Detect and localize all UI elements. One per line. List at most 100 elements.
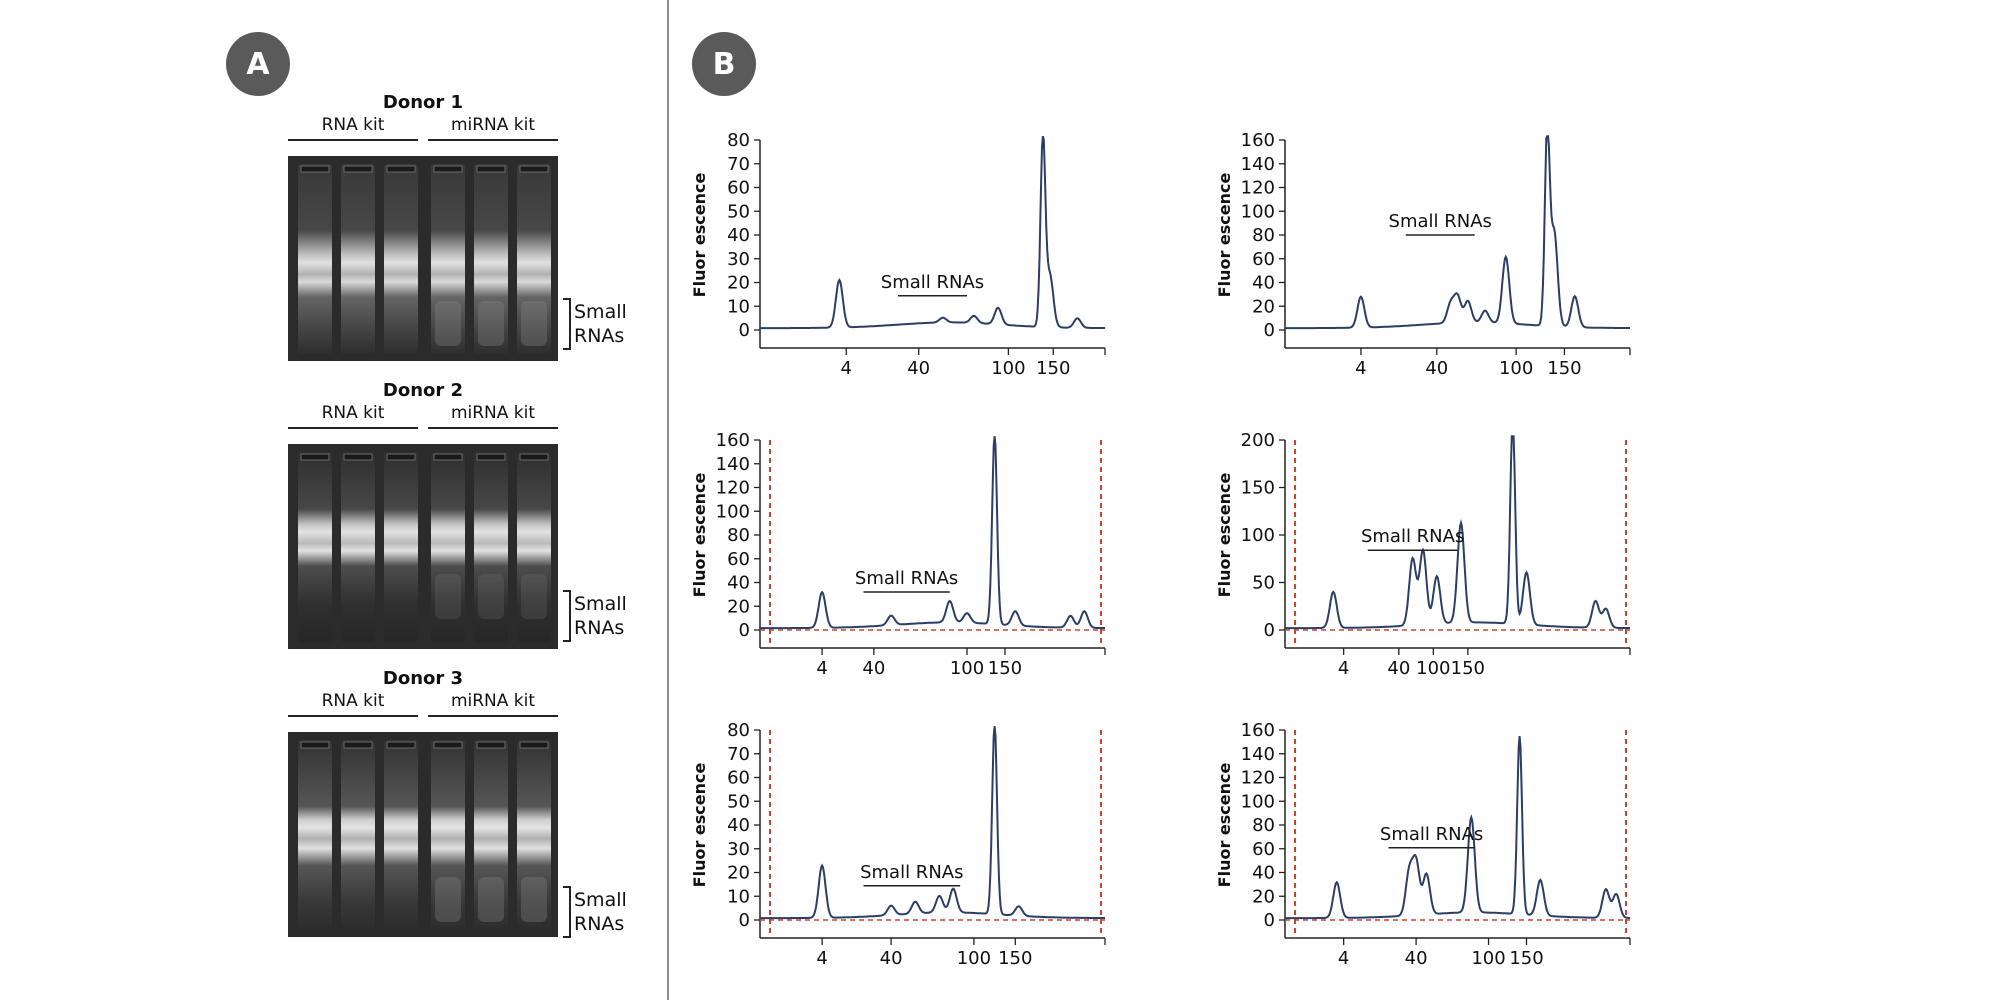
- y-axis-label: Fluor escence: [1215, 473, 1234, 598]
- kit-label-mirna: miRNA kit: [450, 115, 536, 135]
- y-tick-label: 120: [1241, 768, 1275, 789]
- gel-lane: [298, 164, 332, 354]
- gel-well: [300, 165, 330, 173]
- kit-underline: [428, 715, 558, 717]
- gel-lane: [517, 452, 551, 642]
- fluorescence-trace: [1285, 435, 1630, 630]
- x-tick-label: 4: [1338, 948, 1349, 969]
- y-tick-label: 20: [1252, 296, 1275, 317]
- panel-a-badge: A: [226, 32, 290, 96]
- y-tick-label: 20: [727, 863, 750, 884]
- small-rnas-annotation: Small RNAs: [1361, 526, 1464, 547]
- y-tick-label: 80: [727, 525, 750, 546]
- small-rnas-label: Small RNAs: [574, 592, 627, 640]
- gel-well: [300, 741, 330, 749]
- gel-lane: [384, 164, 418, 354]
- small-rnas-annotation: Small RNAs: [855, 568, 958, 589]
- y-tick-label: 100: [1241, 525, 1275, 546]
- gel-lane: [341, 452, 375, 642]
- gel-block-donor-1: Donor 1 RNA kit miRNA kit Small RNAs: [288, 92, 627, 361]
- y-tick-label: 120: [1241, 178, 1275, 199]
- y-tick-label: 0: [739, 320, 750, 341]
- bracket-tick: [563, 590, 569, 592]
- gel-well: [476, 741, 506, 749]
- gel-lane: [341, 740, 375, 930]
- fluorescence-trace: [760, 135, 1105, 330]
- y-tick-label: 0: [739, 910, 750, 931]
- small-rnas-line2: RNAs: [574, 913, 625, 935]
- gel-well: [343, 165, 373, 173]
- gel-well: [343, 453, 373, 461]
- small-rna-smear: [478, 877, 504, 922]
- x-tick-label: 40: [880, 948, 903, 969]
- y-tick-label: 100: [716, 501, 750, 522]
- x-tick-label: 100: [950, 658, 984, 679]
- kit-underline: [288, 715, 418, 717]
- small-rnas-line2: RNAs: [574, 617, 625, 639]
- bracket-tick: [563, 640, 569, 642]
- donor-title: Donor 2: [382, 380, 464, 401]
- y-tick-label: 50: [727, 791, 750, 812]
- y-tick-label: 160: [1241, 720, 1275, 741]
- kit-label-rna: RNA kit: [321, 691, 385, 711]
- x-tick-label: 100: [991, 358, 1025, 379]
- y-tick-label: 30: [727, 249, 750, 270]
- y-tick-label: 80: [1252, 225, 1275, 246]
- gel-lane: [298, 452, 332, 642]
- kit-label-mirna: miRNA kit: [450, 403, 536, 423]
- kit-underline: [288, 139, 418, 141]
- kit-row: RNA kit miRNA kit: [288, 402, 558, 430]
- kit-label-mirna: miRNA kit: [450, 691, 536, 711]
- gel-lane: [431, 452, 465, 642]
- small-rnas-annotation: Small RNAs: [860, 862, 963, 883]
- y-tick-label: 100: [1241, 201, 1275, 222]
- gel-block-donor-2: Donor 2 RNA kit miRNA kit Small RNAs: [288, 380, 627, 649]
- x-tick-label: 4: [1355, 358, 1366, 379]
- x-tick-label: 40: [1387, 658, 1410, 679]
- small-rnas-annotation: Small RNAs: [881, 272, 984, 293]
- gel-block-donor-3: Donor 3 RNA kit miRNA kit Small RNAs: [288, 668, 627, 938]
- y-tick-label: 40: [727, 573, 750, 594]
- y-tick-label: 60: [1252, 249, 1275, 270]
- x-tick-label: 40: [907, 358, 930, 379]
- y-tick-label: 60: [727, 768, 750, 789]
- y-tick-label: 140: [1241, 154, 1275, 175]
- bracket-tick: [563, 348, 569, 350]
- small-rna-smear: [478, 574, 504, 619]
- y-tick-label: 40: [727, 815, 750, 836]
- kit-label-rna: RNA kit: [321, 403, 385, 423]
- gel-well: [476, 165, 506, 173]
- x-tick-label: 4: [841, 358, 852, 379]
- small-rna-smear: [521, 301, 547, 346]
- y-tick-label: 80: [1252, 815, 1275, 836]
- small-rnas-bracket: [563, 886, 571, 938]
- y-tick-label: 10: [727, 296, 750, 317]
- gel-lane: [341, 164, 375, 354]
- y-tick-label: 70: [727, 744, 750, 765]
- gel-image: [288, 156, 558, 361]
- fluorescence-trace: [760, 436, 1105, 630]
- y-tick-label: 0: [1264, 320, 1275, 341]
- gel-well: [519, 741, 549, 749]
- kit-underline: [428, 139, 558, 141]
- gel-lane: [384, 452, 418, 642]
- gel-lane: [298, 740, 332, 930]
- x-tick-label: 40: [1405, 948, 1428, 969]
- y-tick-label: 140: [716, 454, 750, 475]
- panel-b-badge: B: [692, 32, 756, 96]
- y-tick-label: 30: [727, 839, 750, 860]
- y-tick-label: 150: [1241, 478, 1275, 499]
- kit-label-rna: RNA kit: [321, 115, 385, 135]
- kit-row: RNA kit miRNA kit: [288, 690, 558, 718]
- x-tick-label: 4: [816, 948, 827, 969]
- x-tick-label: 150: [1451, 658, 1485, 679]
- small-rna-smear: [521, 574, 547, 619]
- x-tick-label: 100: [1499, 358, 1533, 379]
- gel-lane: [431, 740, 465, 930]
- panel-divider: [667, 0, 669, 1000]
- gel-image: [288, 444, 558, 649]
- gel-well: [386, 165, 416, 173]
